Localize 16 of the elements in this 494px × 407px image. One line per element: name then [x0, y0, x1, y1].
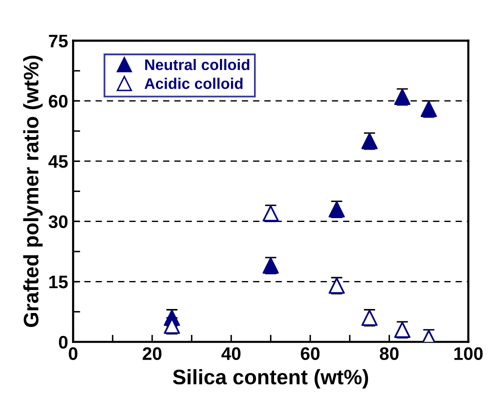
x-axis-title: Silica content (wt%) [172, 369, 368, 389]
x-tick-label: 40 [221, 347, 240, 360]
y-tick-label: 30 [48, 215, 68, 228]
y-tick-label: 60 [48, 94, 68, 108]
y-axis-title: Grafted polymer ratio (wt%) [23, 56, 43, 328]
legend-label: Neutral colloid [145, 58, 250, 70]
y-tick-label: 0 [58, 336, 68, 349]
x-tick-label: 80 [380, 347, 399, 360]
x-tick-label: 20 [142, 347, 162, 360]
y-tick-label: 45 [48, 155, 68, 168]
x-tick-label: 0 [68, 347, 78, 360]
x-tick-label: 100 [454, 347, 483, 360]
legend-label: Acidic colloid [144, 78, 242, 89]
y-tick-label: 75 [48, 34, 68, 48]
y-tick-label: 15 [49, 276, 68, 288]
x-tick-label: 60 [300, 347, 320, 360]
